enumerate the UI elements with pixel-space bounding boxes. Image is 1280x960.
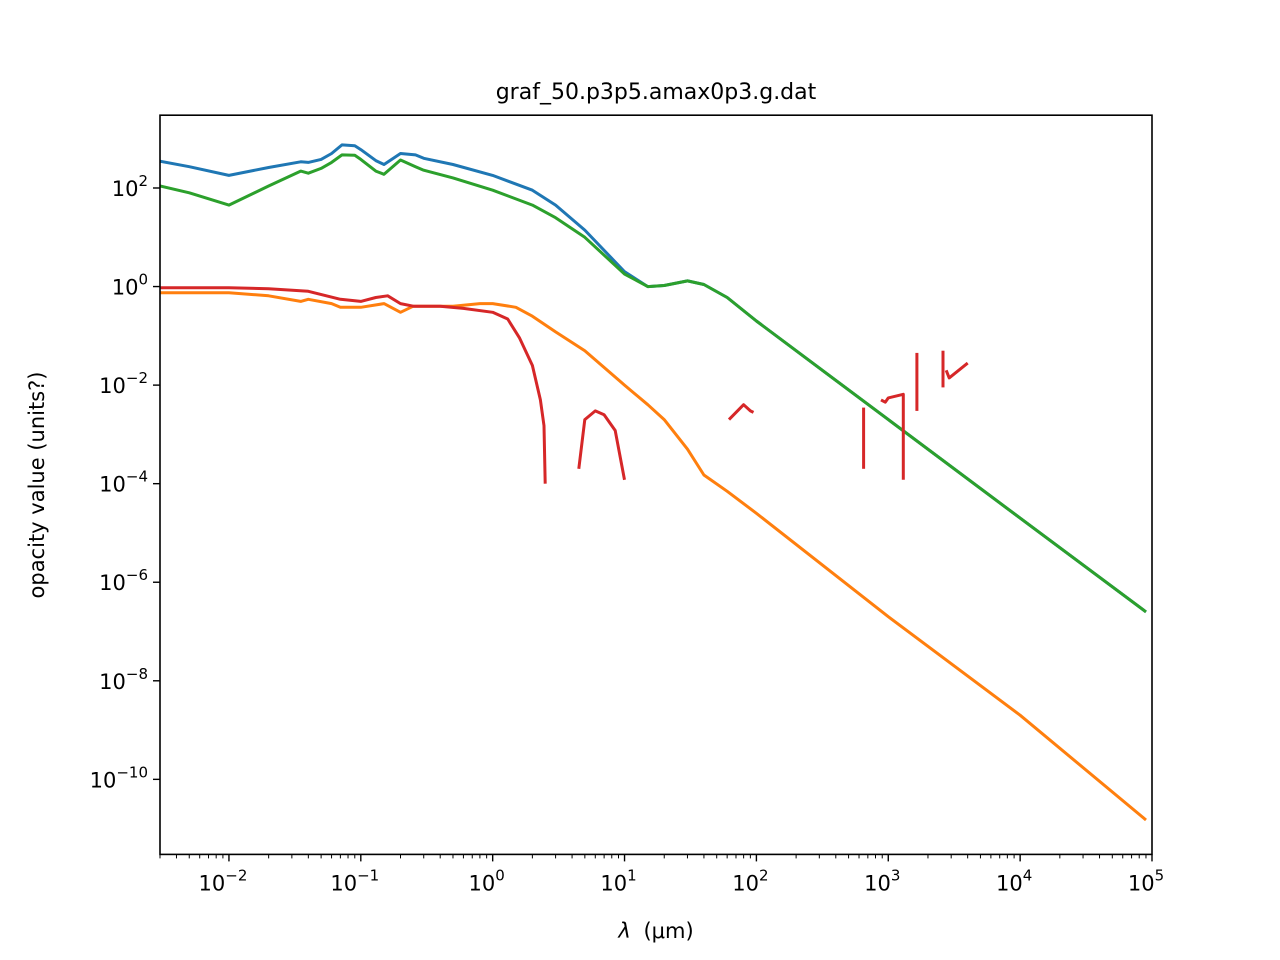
tick-layer: 10−2 10−1 100 101 102 103 104 105 102 100 10−2 10−4… (90, 172, 1165, 895)
series-2-segment-1 (160, 291, 1147, 822)
x-axis-label: λ (μm) (617, 919, 693, 943)
y-tick-label-4: 10−4 (99, 468, 148, 497)
y-tick-label-6: 10−8 (99, 665, 148, 694)
y-tick-label-5: 10−6 (99, 566, 148, 595)
series-line-2 (160, 291, 1147, 822)
x-tick-label-6: 103 (864, 866, 900, 895)
x-tick-label-5: 102 (732, 866, 768, 895)
series-4-segment-8 (944, 361, 969, 380)
plot-frame (159, 114, 1153, 856)
y-tick-label-3: 10−2 (99, 369, 148, 398)
y-axis-label: opacity value (units?) (25, 372, 49, 599)
x-axis-label-symbol: λ (617, 919, 630, 943)
series-layer (160, 143, 1147, 822)
x-tick-label-4: 101 (600, 866, 636, 895)
x-tick-label-8: 105 (1128, 866, 1164, 895)
y-tick-label-2: 100 (112, 271, 148, 300)
series-line-3 (160, 153, 1147, 614)
x-axis-label-unit: (μm) (643, 919, 693, 943)
x-tick-label-2: 10−1 (330, 866, 379, 895)
chart-title: graf_50.p3p5.amax0p3.g.dat (496, 80, 817, 105)
series-4-segment-3 (727, 403, 755, 421)
y-tick-label-7: 10−10 (90, 763, 148, 792)
y-tick-label-1: 102 (112, 172, 148, 201)
x-tick-label-3: 100 (469, 866, 505, 895)
series-4-segment-2 (577, 409, 626, 481)
x-tick-label-1: 10−2 (199, 866, 248, 895)
series-line-1 (160, 143, 1147, 614)
series-1-segment-1 (160, 143, 1147, 614)
series-4-segment-5 (880, 392, 905, 480)
series-3-segment-1 (160, 153, 1147, 614)
x-tick-label-7: 104 (996, 866, 1032, 895)
series-line-4 (160, 286, 969, 484)
series-4-segment-1 (160, 286, 547, 484)
